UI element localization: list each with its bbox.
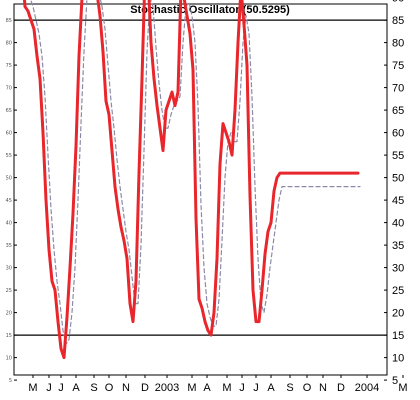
left-tick-label: 25 — [6, 288, 12, 294]
left-tick-label: 45 — [6, 198, 12, 204]
left-tick-label: 70 — [6, 86, 12, 92]
x-tick-label: M — [187, 382, 196, 394]
x-tick-label: A — [203, 382, 211, 394]
y-tick-label: 55 — [392, 150, 404, 162]
y-tick-label: 40 — [392, 218, 404, 230]
left-tick-label: 60 — [6, 131, 12, 137]
left-tick-label: 30 — [6, 266, 12, 272]
x-tick-label: M — [398, 382, 407, 394]
y-tick-label: 90 — [392, 0, 404, 5]
left-tick-label: 90 — [6, 0, 12, 2]
x-tick-label: O — [105, 382, 114, 394]
left-tick-label: 75 — [6, 63, 12, 69]
y-tick-label: 50 — [392, 173, 404, 185]
x-tick-label: S — [90, 382, 97, 394]
y-tick-label: 35 — [392, 240, 404, 252]
x-tick-label: M — [222, 382, 231, 394]
x-tick-label: A — [267, 382, 275, 394]
plot-frame — [13, 3, 388, 376]
left-tick-label: 80 — [6, 41, 12, 47]
series-line-signal — [30, 0, 361, 345]
left-tick-label: 55 — [6, 153, 12, 159]
x-tick-label: A — [72, 382, 80, 394]
left-tick-label: 40 — [6, 221, 12, 227]
y-tick-label: 85 — [392, 15, 404, 27]
y-tick-label: 25 — [392, 285, 404, 297]
y-tick-label: 45 — [392, 195, 404, 207]
y-tick-label: 75 — [392, 60, 404, 72]
y-tick-label: 30 — [392, 263, 404, 275]
y-tick-label: 80 — [392, 38, 404, 50]
y-tick-label: 10 — [392, 353, 404, 365]
x-tick-label: D — [141, 382, 149, 394]
left-tick-label: 5 — [9, 378, 12, 384]
left-tick-label: 10 — [6, 356, 12, 362]
y-tick-label: 65 — [392, 105, 404, 117]
left-tick-label: 20 — [6, 311, 12, 317]
reference-lines — [14, 19, 387, 336]
series-line-k — [23, 0, 360, 360]
x-axis: M J J A S O N D 2003 M A M J J A S O N D 2004 M — [28, 375, 408, 394]
x-tick-label: 2004 — [355, 382, 379, 394]
x-tick-label: 2003 — [155, 382, 179, 394]
x-tick-label: N — [319, 382, 327, 394]
x-tick-label: D — [337, 382, 345, 394]
left-tick-label: 50 — [6, 176, 12, 182]
y-tick-label: 5 — [392, 375, 398, 387]
y-tick-label: 60 — [392, 128, 404, 140]
x-tick-label: O — [303, 382, 312, 394]
y-tick-label: 15 — [392, 330, 404, 342]
x-tick-label: J — [253, 382, 259, 394]
x-tick-label: J — [46, 382, 52, 394]
y-tick-label: 70 — [392, 83, 404, 95]
series-layer — [23, 0, 361, 360]
x-tick-label: M — [28, 382, 37, 394]
x-tick-label: S — [286, 382, 293, 394]
x-tick-label: J — [58, 382, 64, 394]
right-y-axis: 5101520253035404550556065707580859095100 — [384, 0, 404, 387]
left-tick-label: 85 — [6, 18, 12, 24]
left-tick-label: 35 — [6, 243, 12, 249]
left-y-axis: 5101520253035404550556065707580859095100 — [6, 0, 17, 384]
x-tick-label: N — [122, 382, 130, 394]
chart-title: Stochastic Oscillator (50.5295) — [130, 4, 290, 16]
y-tick-label: 20 — [392, 308, 404, 320]
left-tick-label: 15 — [6, 333, 12, 339]
left-tick-label: 65 — [6, 108, 12, 114]
x-tick-label: J — [239, 382, 245, 394]
